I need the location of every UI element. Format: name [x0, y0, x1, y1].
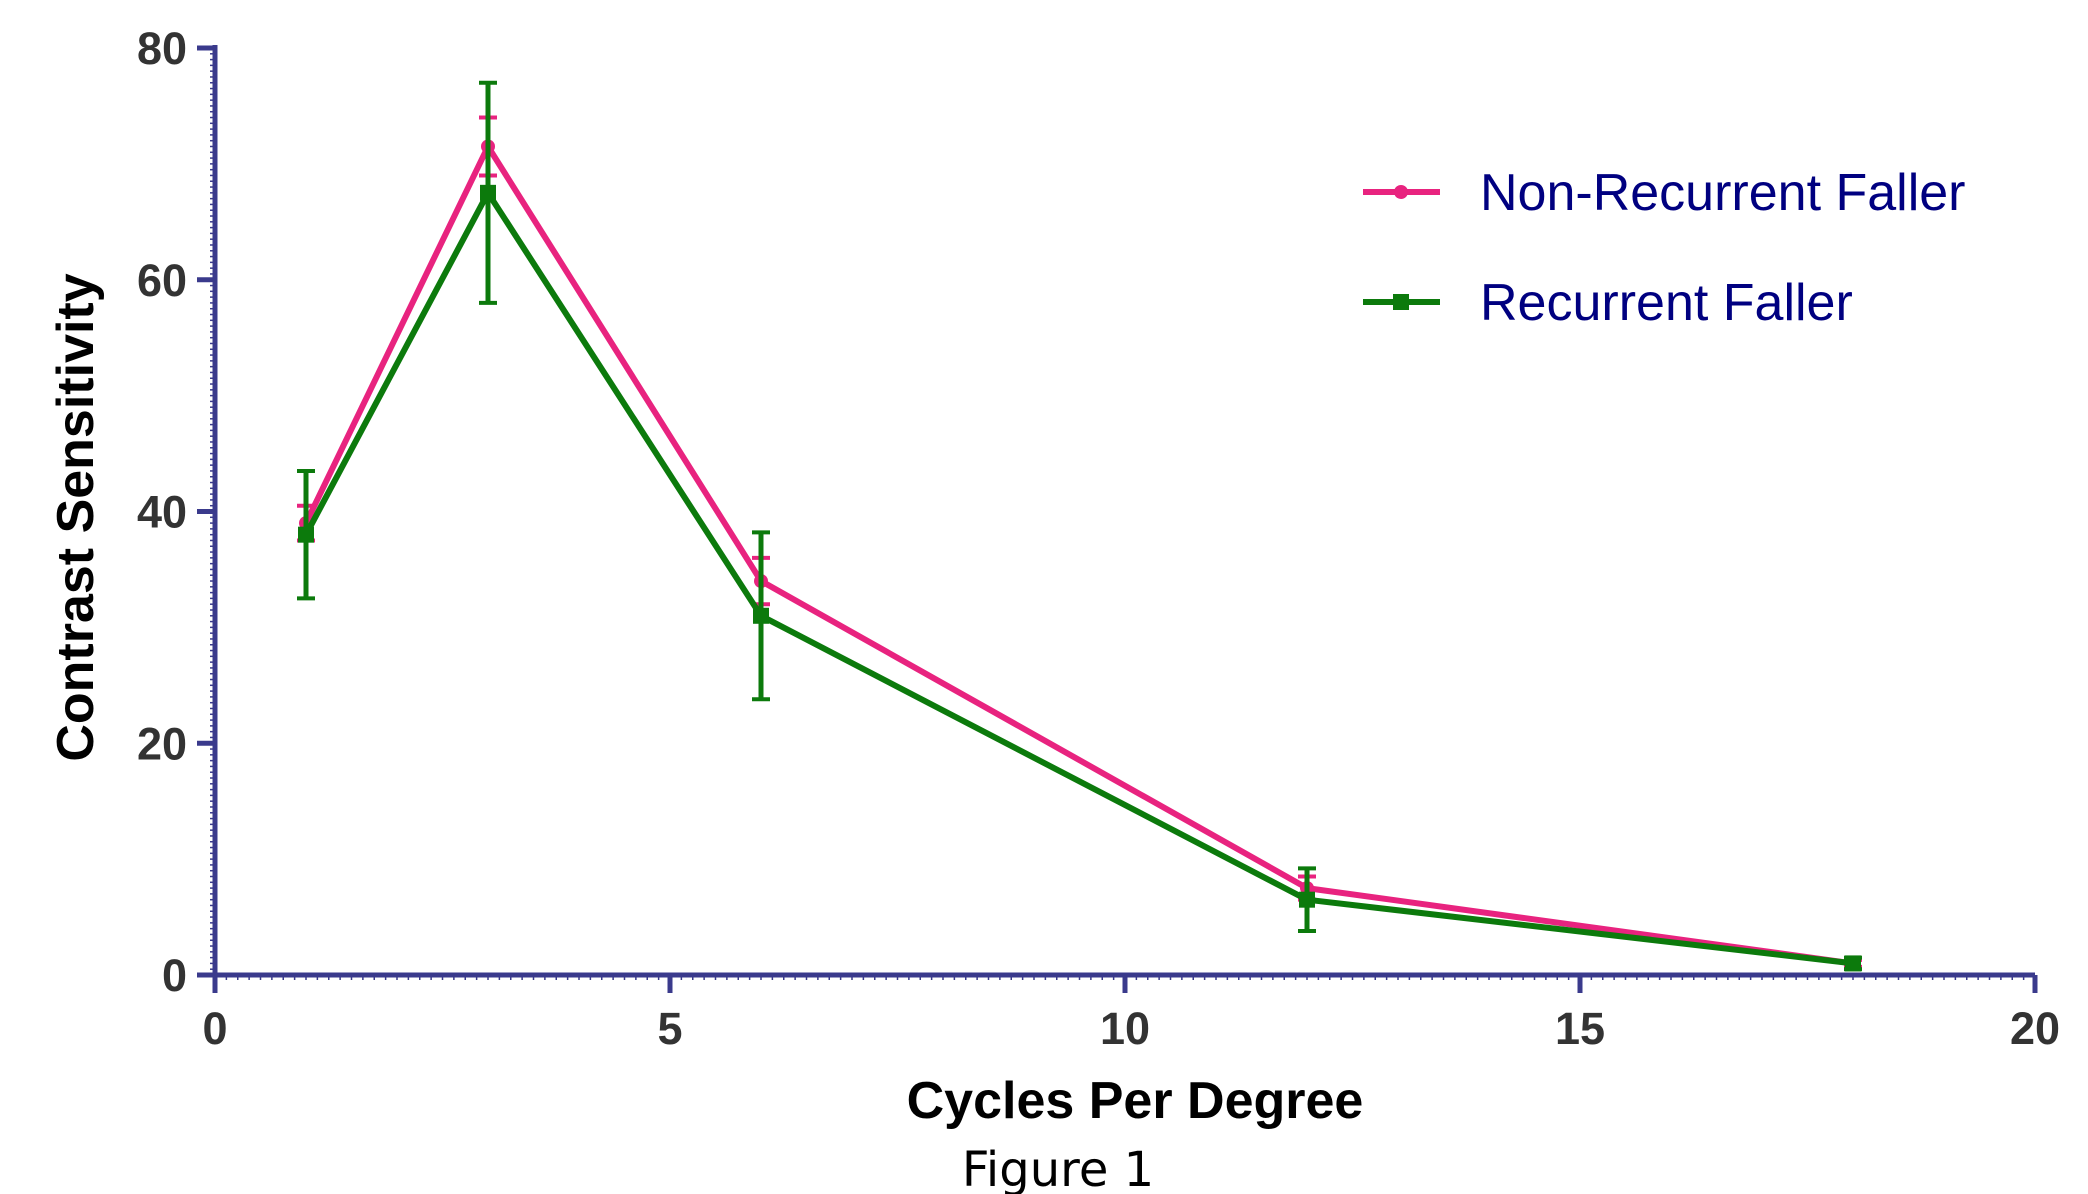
y-tick-label: 60: [137, 255, 187, 306]
x-tick-label: 0: [202, 1003, 227, 1054]
legend-marker: [1394, 185, 1408, 199]
x-tick-label: 15: [1555, 1003, 1605, 1054]
data-point: [480, 184, 496, 201]
series-layer: [297, 80, 1862, 972]
y-tick-label: 20: [137, 718, 187, 769]
y-tick-label: 0: [162, 950, 187, 1001]
legend-marker: [1393, 294, 1409, 310]
legend: Non-Recurrent Faller Recurrent Faller: [1363, 164, 1966, 332]
axes: 0 20 40 60 80 0 5 10 15 20: [137, 23, 2060, 1054]
x-tick-label: 5: [657, 1003, 682, 1054]
series-2: [297, 80, 1862, 972]
x-tick-label: 10: [1100, 1003, 1150, 1054]
figure-caption: Figure 1: [962, 1142, 1154, 1194]
data-point: [753, 607, 769, 624]
legend-item-1: Non-Recurrent Faller: [1363, 164, 1966, 222]
x-axis-title: Cycles Per Degree: [907, 1072, 1364, 1130]
legend-label: Non-Recurrent Faller: [1480, 164, 1966, 222]
data-point: [298, 526, 314, 543]
data-point: [1299, 891, 1315, 908]
series-1: [297, 115, 1862, 971]
legend-label: Recurrent Faller: [1480, 274, 1853, 332]
legend-item-2: Recurrent Faller: [1363, 274, 1853, 332]
y-tick-label: 40: [137, 487, 187, 538]
y-axis-title: Contrast Sensitivity: [47, 273, 105, 761]
x-tick-label: 20: [2010, 1003, 2060, 1054]
y-tick-label: 80: [137, 23, 187, 74]
data-point: [1845, 955, 1861, 972]
